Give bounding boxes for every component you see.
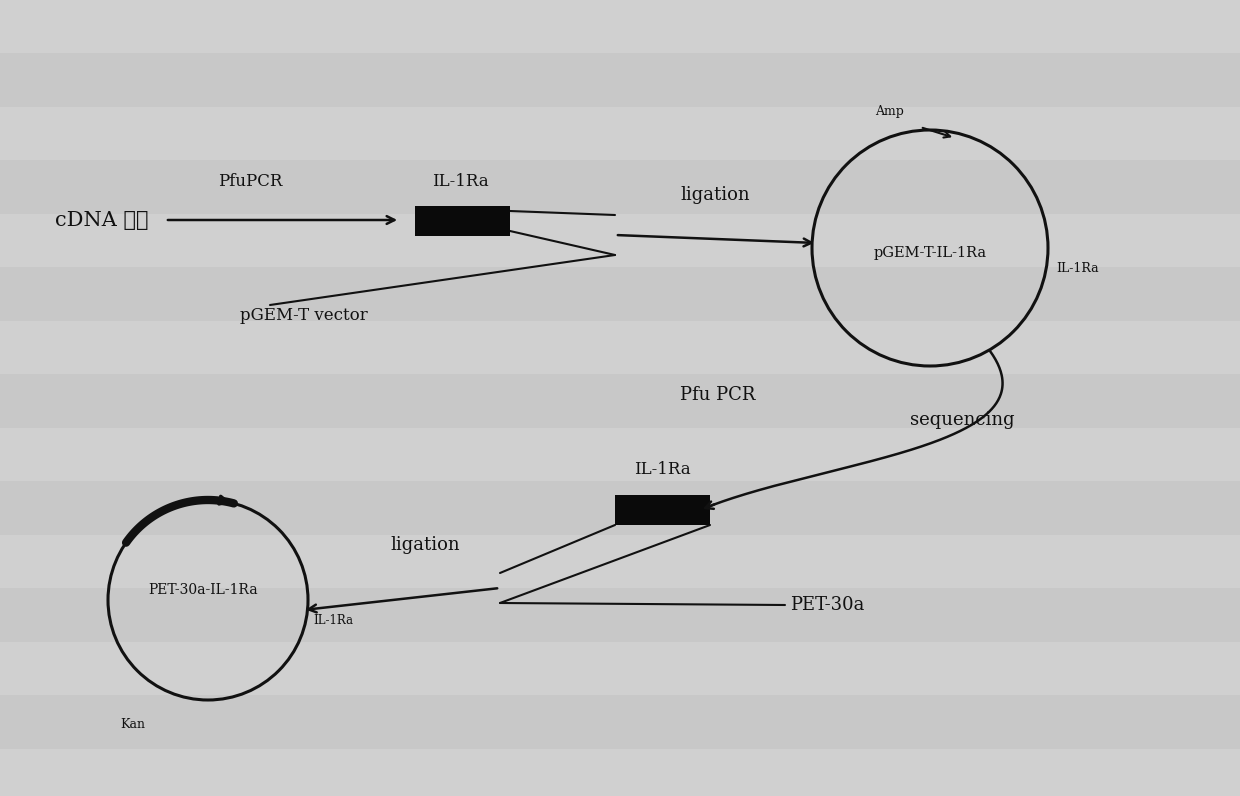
Text: IL-1Ra: IL-1Ra: [312, 614, 353, 626]
Text: PfuPCR: PfuPCR: [218, 174, 283, 190]
Bar: [615, 495, 711, 525]
Bar: [0, 214, 1240, 267]
Bar: [415, 206, 510, 236]
Text: Kan: Kan: [120, 718, 145, 731]
Bar: [0, 428, 1240, 481]
Text: IL-1Ra: IL-1Ra: [1056, 262, 1099, 275]
Bar: [0, 535, 1240, 588]
Text: ligation: ligation: [680, 186, 750, 204]
Text: PET-30a: PET-30a: [790, 596, 864, 614]
Bar: [0, 642, 1240, 695]
Bar: [0, 321, 1240, 374]
Text: cDNA 文库: cDNA 文库: [55, 210, 149, 229]
Text: PET-30a-IL-1Ra: PET-30a-IL-1Ra: [149, 583, 258, 597]
Bar: [0, 107, 1240, 160]
Text: IL-1Ra: IL-1Ra: [634, 462, 691, 478]
Bar: [0, 749, 1240, 796]
Text: ligation: ligation: [391, 536, 460, 554]
Text: Pfu PCR: Pfu PCR: [680, 386, 755, 404]
Text: IL-1Ra: IL-1Ra: [432, 174, 489, 190]
Text: pGEM-T-IL-1Ra: pGEM-T-IL-1Ra: [873, 246, 987, 260]
Text: sequencing: sequencing: [910, 411, 1014, 429]
Bar: [0, 0, 1240, 53]
Text: pGEM-T vector: pGEM-T vector: [241, 306, 368, 323]
Text: Amp: Amp: [875, 105, 904, 118]
